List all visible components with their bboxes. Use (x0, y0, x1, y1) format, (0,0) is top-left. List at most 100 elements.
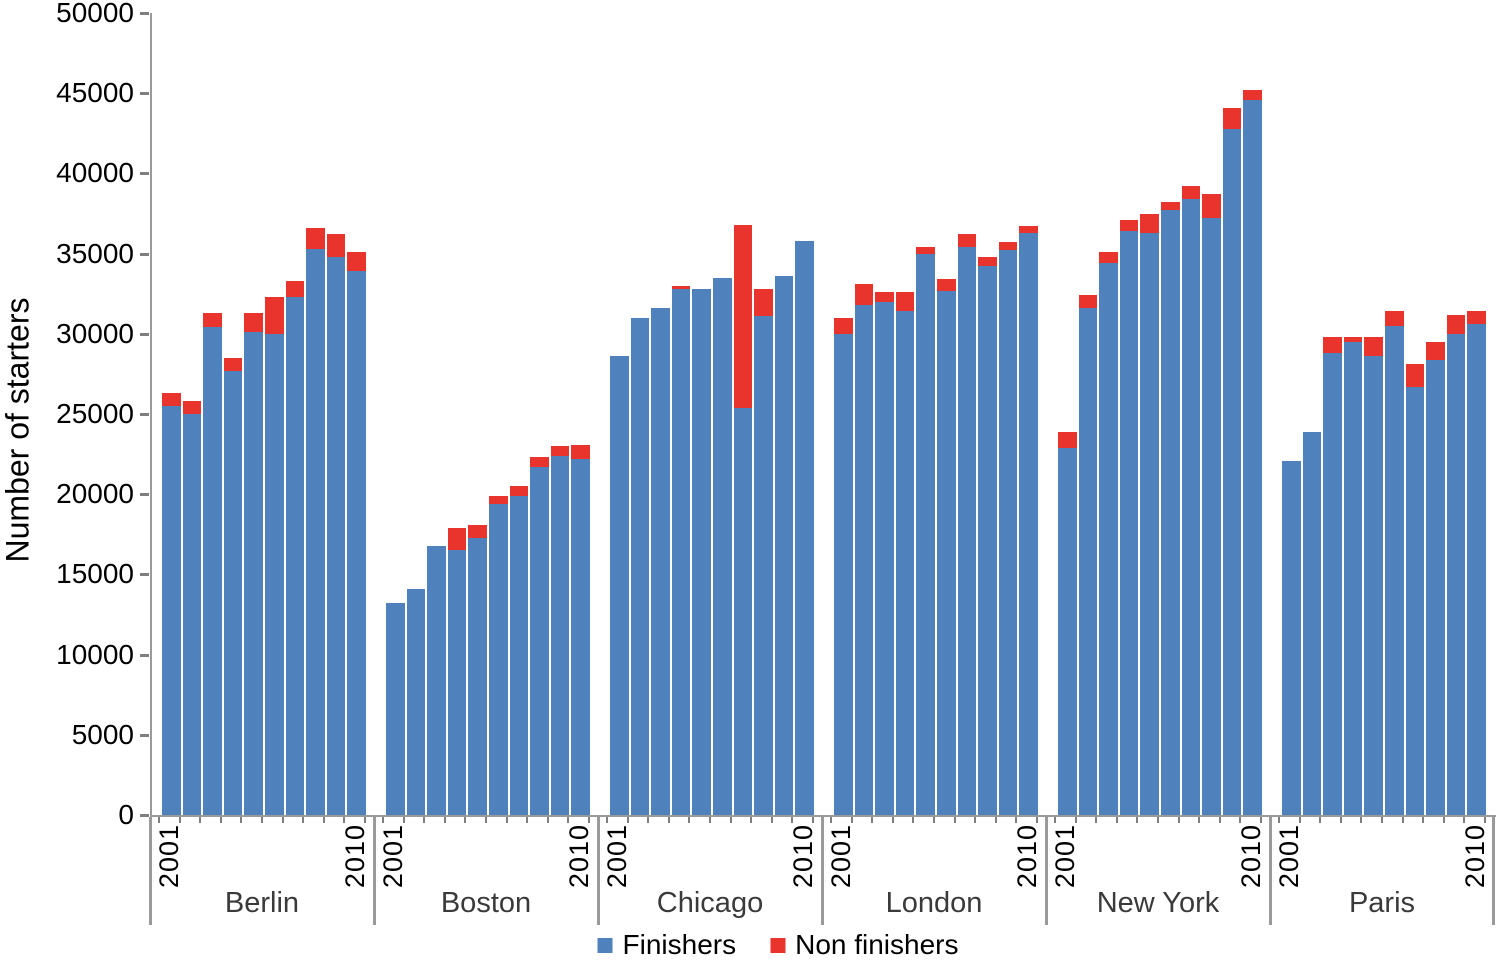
y-tick-mark (140, 493, 149, 497)
finishers-segment (1181, 199, 1201, 815)
bar-berlin-2008 (306, 227, 325, 815)
finishers-segment (488, 503, 508, 815)
non-finishers-segment (936, 279, 956, 291)
non-finishers-segment (1384, 311, 1404, 326)
group-boston (376, 13, 600, 815)
x-tick-mark (1095, 817, 1098, 823)
bar-paris-2002 (1302, 431, 1322, 815)
bar-boston-2002 (406, 588, 426, 815)
bar-boston-2001 (386, 603, 405, 815)
finishers-segment (203, 327, 222, 815)
y-tick-mark (140, 733, 149, 737)
x-tick-mark (302, 817, 305, 823)
non-finishers-segment (1243, 90, 1262, 100)
non-finishers-segment (1119, 219, 1139, 232)
non-finishers-segment (978, 256, 997, 267)
bar-london-2010 (1019, 226, 1038, 815)
bar-boston-2007 (509, 486, 529, 815)
city-label-paris: Paris (1348, 887, 1416, 919)
non-finishers-segment (1099, 252, 1118, 264)
non-finishers-segment (347, 252, 366, 272)
bar-boston-2008 (530, 457, 549, 815)
non-finishers-segment (998, 242, 1018, 251)
finishers-segment (1243, 99, 1262, 815)
group-london (824, 13, 1048, 815)
x-tick-mark (729, 817, 732, 823)
x-tick-mark (1054, 817, 1056, 823)
non-finishers-segment (306, 227, 325, 249)
finishers-segment (875, 301, 894, 815)
finishers-segment (406, 588, 426, 815)
bar-chicago-2010 (795, 240, 814, 815)
legend-finishers-label: Finishers (622, 929, 737, 960)
finishers-segment (610, 356, 629, 815)
bar-london-2008 (978, 256, 997, 815)
x-tick-mark (364, 817, 366, 823)
finishers-segment (671, 288, 691, 815)
finishers-segment (1323, 353, 1342, 815)
finishers-segment (306, 248, 325, 815)
x-axis: 2001 2010 Berlin 2001 2010 Boston 2001 2010 Chic… (149, 817, 1496, 967)
bar-berlin-2006 (264, 296, 284, 815)
x-tick-mark (261, 817, 263, 823)
y-tick-label: 35000 (56, 237, 134, 269)
y-tick-label: 30000 (56, 317, 134, 349)
finishers-segment (264, 333, 284, 815)
y-tick-mark (140, 172, 149, 176)
bar-chicago-2003 (651, 308, 670, 815)
bar-london-2001 (834, 317, 853, 815)
finishers-segment (1343, 341, 1363, 815)
x-tick-mark (1339, 817, 1342, 823)
finishers-segment (916, 253, 935, 815)
group-chicago (600, 13, 824, 815)
non-finishers-segment (895, 292, 915, 312)
x-tick-mark (850, 817, 853, 823)
bar-berlin-2009 (326, 234, 346, 815)
finishers-segment (1058, 447, 1077, 815)
finishers-segment (1202, 218, 1221, 815)
x-tick-mark (1484, 817, 1486, 823)
x-tick-mark (1177, 817, 1180, 823)
finishers-segment (754, 316, 773, 815)
non-finishers-segment (916, 247, 935, 254)
finishers-segment (1384, 325, 1404, 815)
non-finishers-segment (326, 234, 346, 257)
finishers-segment (998, 250, 1018, 815)
x-tick-mark (812, 817, 814, 823)
group-separator (149, 817, 152, 925)
x-tick-mark (281, 817, 284, 823)
y-tick-mark (140, 573, 149, 577)
x-tick-mark (791, 817, 794, 823)
non-finishers-segment (530, 457, 549, 467)
bar-london-2004 (895, 292, 915, 815)
bar-berlin-2002 (182, 401, 202, 815)
non-finishers-segment (468, 524, 487, 538)
bar-new-york-2006 (1160, 202, 1180, 815)
year-label-london-2001: 2001 (826, 824, 857, 889)
year-label-paris-2001: 2001 (1274, 824, 1305, 889)
bar-chicago-2001 (610, 356, 629, 815)
x-tick-mark (974, 817, 977, 823)
non-finishers-segment (488, 495, 508, 504)
finishers-segment (1364, 356, 1383, 815)
bar-london-2005 (916, 247, 935, 815)
finishers-segment (936, 290, 956, 815)
non-finishers-segment (957, 234, 977, 248)
finishers-segment (386, 603, 405, 815)
x-tick-mark (1298, 817, 1301, 823)
bar-london-2003 (875, 292, 894, 815)
x-tick-mark (423, 817, 426, 823)
group-separator (1268, 817, 1272, 925)
x-tick-mark (994, 817, 997, 823)
non-finishers-segment (162, 393, 181, 406)
group-separator (372, 817, 376, 925)
x-tick-mark (1381, 817, 1383, 823)
city-label-new-york: New York (1096, 887, 1220, 919)
non-finishers-segment (834, 317, 853, 334)
finishers-segment (347, 271, 366, 815)
bar-chicago-2005 (692, 288, 711, 815)
bar-boston-2009 (550, 446, 570, 815)
year-label-chicago-2001: 2001 (602, 824, 633, 889)
bar-boston-2010 (571, 444, 590, 815)
city-label-london: London (885, 887, 983, 919)
